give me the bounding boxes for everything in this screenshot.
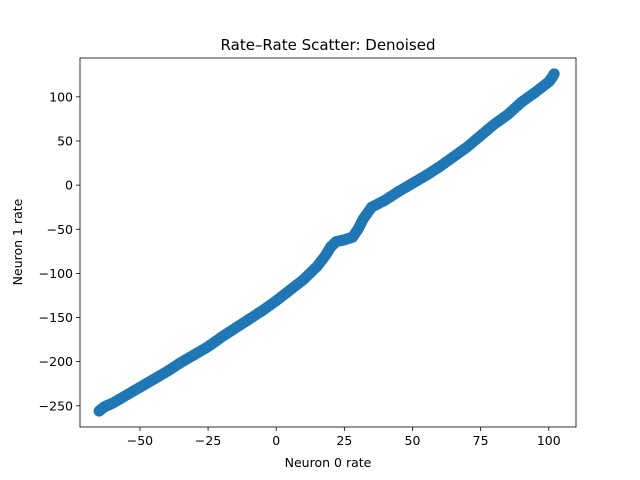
y-tick-label: 100 (49, 89, 73, 104)
x-axis-ticks: −50 −25 0 25 50 75 100 (127, 427, 561, 448)
x-tick-label: −50 (127, 433, 153, 448)
y-tick-label: 0 (65, 178, 73, 193)
y-tick-label: −150 (39, 310, 73, 325)
y-tick-label: −100 (39, 266, 73, 281)
y-tick-label: −200 (39, 354, 73, 369)
x-tick-label: 0 (272, 433, 280, 448)
x-tick-label: −25 (195, 433, 221, 448)
x-tick-label: 50 (405, 433, 421, 448)
chart-title: Rate–Rate Scatter: Denoised (221, 36, 436, 54)
y-axis-ticks: −250 −200 −150 −100 −50 0 50 100 (39, 89, 80, 413)
x-tick-label: 25 (336, 433, 352, 448)
x-tick-label: 100 (537, 433, 561, 448)
plot-frame (79, 57, 577, 428)
x-axis-label: Neuron 0 rate (285, 455, 372, 470)
y-tick-label: 50 (57, 133, 73, 148)
y-tick-label: −250 (39, 398, 73, 413)
scatter-points (93, 68, 560, 417)
scatter-point (548, 68, 560, 80)
y-tick-label: −50 (47, 222, 73, 237)
x-tick-label: 75 (473, 433, 489, 448)
y-axis-label: Neuron 1 rate (10, 198, 25, 285)
